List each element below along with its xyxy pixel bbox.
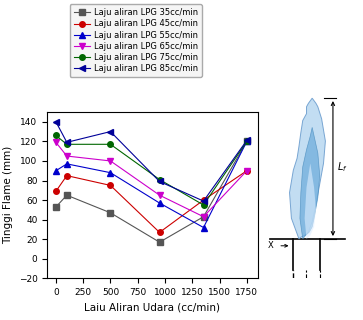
Laju aliran LPG 85cc/min — [245, 139, 249, 142]
Text: X: X — [268, 241, 274, 250]
Laju aliran LPG 55cc/min — [54, 169, 58, 173]
Laju aliran LPG 65cc/min — [108, 159, 113, 163]
Laju aliran LPG 75cc/min — [54, 133, 58, 137]
Polygon shape — [300, 127, 320, 239]
Laju aliran LPG 85cc/min — [201, 199, 206, 203]
Laju aliran LPG 55cc/min — [245, 140, 249, 143]
Line: Laju aliran LPG 55cc/min: Laju aliran LPG 55cc/min — [53, 139, 250, 230]
Laju aliran LPG 45cc/min — [54, 189, 58, 193]
Laju aliran LPG 65cc/min — [65, 154, 69, 158]
Line: Laju aliran LPG 85cc/min: Laju aliran LPG 85cc/min — [53, 119, 250, 204]
Laju aliran LPG 35cc/min — [201, 215, 206, 219]
Laju aliran LPG 45cc/min — [158, 230, 162, 234]
Line: Laju aliran LPG 65cc/min: Laju aliran LPG 65cc/min — [53, 140, 250, 220]
Laju aliran LPG 45cc/min — [201, 198, 206, 202]
Laju aliran LPG 55cc/min — [201, 226, 206, 229]
Laju aliran LPG 55cc/min — [158, 201, 162, 205]
Laju aliran LPG 75cc/min — [245, 140, 249, 143]
Laju aliran LPG 45cc/min — [65, 174, 69, 178]
Laju aliran LPG 85cc/min — [158, 180, 162, 183]
Y-axis label: Tinggi Flame (mm): Tinggi Flame (mm) — [3, 146, 13, 244]
Laju aliran LPG 65cc/min — [54, 140, 58, 144]
Laju aliran LPG 55cc/min — [108, 171, 113, 175]
Line: Laju aliran LPG 45cc/min: Laju aliran LPG 45cc/min — [53, 168, 250, 235]
Laju aliran LPG 65cc/min — [201, 215, 206, 219]
Laju aliran LPG 75cc/min — [65, 142, 69, 146]
Laju aliran LPG 75cc/min — [201, 203, 206, 207]
Laju aliran LPG 35cc/min — [54, 205, 58, 209]
Laju aliran LPG 65cc/min — [158, 193, 162, 197]
Laju aliran LPG 35cc/min — [245, 140, 249, 143]
Laju aliran LPG 85cc/min — [108, 130, 113, 133]
Laju aliran LPG 75cc/min — [108, 142, 113, 146]
Line: Laju aliran LPG 35cc/min: Laju aliran LPG 35cc/min — [53, 139, 250, 245]
Laju aliran LPG 45cc/min — [108, 183, 113, 187]
Laju aliran LPG 45cc/min — [245, 169, 249, 173]
Laju aliran LPG 65cc/min — [245, 169, 249, 173]
Legend: Laju aliran LPG 35cc/min, Laju aliran LPG 45cc/min, Laju aliran LPG 55cc/min, La: Laju aliran LPG 35cc/min, Laju aliran LP… — [69, 4, 202, 77]
Laju aliran LPG 85cc/min — [54, 120, 58, 124]
Laju aliran LPG 75cc/min — [158, 178, 162, 181]
Text: $L_f$: $L_f$ — [337, 160, 347, 174]
Laju aliran LPG 35cc/min — [108, 211, 113, 215]
Laju aliran LPG 35cc/min — [158, 240, 162, 244]
X-axis label: Laiu Aliran Udara (cc/min): Laiu Aliran Udara (cc/min) — [85, 303, 220, 313]
Laju aliran LPG 85cc/min — [65, 140, 69, 144]
Polygon shape — [290, 98, 325, 239]
Line: Laju aliran LPG 75cc/min: Laju aliran LPG 75cc/min — [53, 133, 250, 208]
Laju aliran LPG 55cc/min — [65, 162, 69, 166]
Laju aliran LPG 35cc/min — [65, 193, 69, 197]
Polygon shape — [305, 164, 316, 239]
